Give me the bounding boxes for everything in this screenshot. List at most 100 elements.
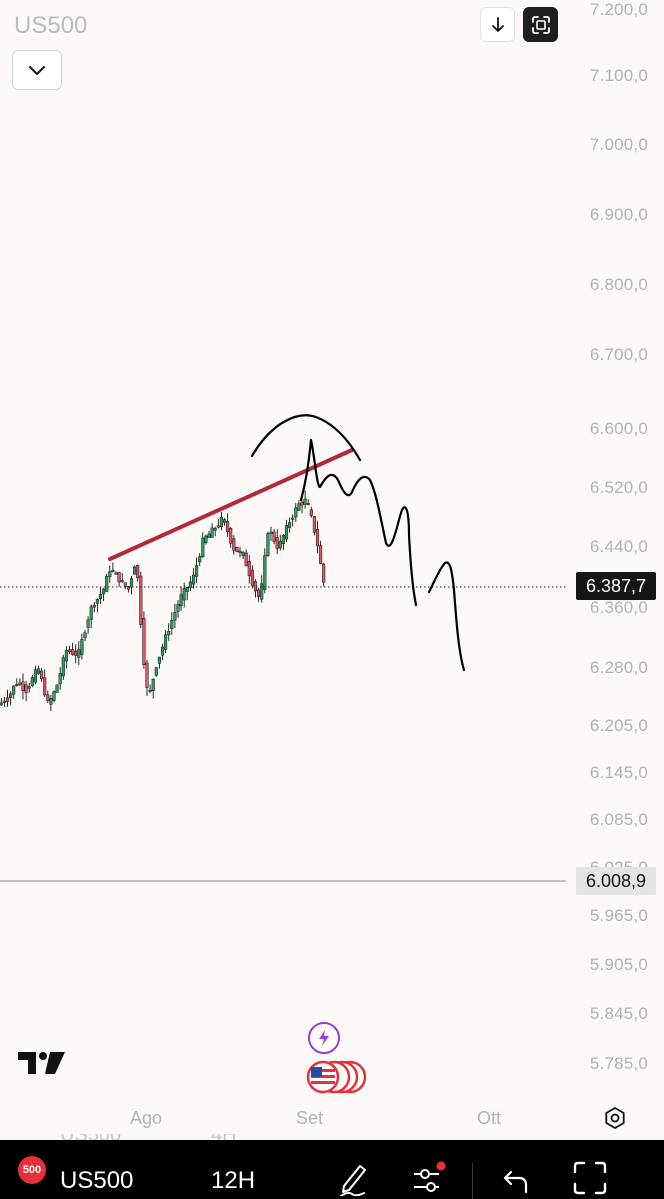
- ghost-symbol: US500: [60, 1134, 121, 1144]
- candle-body: [297, 503, 301, 511]
- candle-body: [133, 566, 137, 575]
- candle-body: [77, 649, 81, 658]
- price-label: 6.280,0: [589, 658, 648, 677]
- candle-body: [21, 681, 25, 691]
- fullscreen-button[interactable]: [523, 7, 558, 42]
- candle-body: [191, 574, 196, 585]
- candle-body: [219, 517, 223, 527]
- undo-icon[interactable]: [502, 1160, 530, 1196]
- price-label: 6.520,0: [589, 478, 648, 497]
- candle-body: [160, 646, 165, 656]
- candle-body: [55, 684, 59, 693]
- candle-body: [179, 594, 183, 607]
- marked-price-badge[interactable]: 6.008,9: [575, 867, 656, 895]
- candle-body: [250, 569, 254, 587]
- candle-body: [278, 540, 282, 549]
- candle-body: [46, 694, 50, 702]
- symbol-icon[interactable]: 500: [18, 1156, 46, 1184]
- candle-body: [263, 555, 267, 590]
- time-label: Ago: [130, 1108, 163, 1128]
- candle-body: [226, 521, 230, 533]
- candle-body: [167, 631, 171, 636]
- candle-body: [201, 537, 205, 557]
- candle-body: [58, 673, 62, 685]
- candle-body: [176, 604, 180, 612]
- candle-body: [284, 525, 289, 540]
- candle-body: [117, 572, 121, 583]
- candle-body: [123, 582, 127, 587]
- candle-body: [126, 586, 130, 590]
- bolt-icon[interactable]: [308, 1022, 340, 1054]
- candle-body: [148, 689, 152, 692]
- projection-drawing-1: [299, 438, 418, 607]
- price-label: 5.785,0: [589, 1054, 648, 1073]
- candle-body: [222, 519, 227, 523]
- candle-body: [188, 581, 192, 588]
- candle-body: [27, 686, 31, 689]
- candle-body: [207, 533, 211, 538]
- current-price-badge: 6.387,7: [575, 572, 656, 600]
- pen-icon[interactable]: [338, 1160, 372, 1196]
- download-button[interactable]: [480, 7, 515, 42]
- candle-body: [204, 535, 208, 544]
- candle-body: [241, 551, 245, 556]
- tradingview-logo[interactable]: [18, 1050, 66, 1081]
- price-label: 6.360,0: [589, 598, 648, 617]
- candle-body: [319, 545, 323, 564]
- candle-body: [154, 667, 158, 676]
- candle-body: [309, 509, 313, 516]
- candle-body: [64, 649, 68, 662]
- candle-body: [269, 531, 273, 534]
- candle-body: [272, 531, 276, 542]
- candle-body: [145, 662, 149, 688]
- candle-body: [300, 501, 304, 506]
- candle-body: [129, 578, 134, 588]
- candle-body: [111, 570, 115, 573]
- interval-selector[interactable]: 12H: [211, 1167, 256, 1194]
- price-label: 6.205,0: [589, 716, 648, 735]
- candle-body: [164, 634, 168, 650]
- download-icon: [491, 16, 504, 32]
- fullscreen-icon: [531, 15, 550, 34]
- candle-body: [322, 563, 326, 583]
- candle-body: [24, 684, 28, 693]
- time-label: Ott: [477, 1108, 502, 1128]
- symbol-title[interactable]: US500: [14, 12, 88, 39]
- chart-canvas[interactable]: [0, 0, 664, 1140]
- candle-body: [151, 678, 155, 691]
- candle-body: [216, 525, 220, 528]
- candle-body: [36, 668, 41, 674]
- time-label: Set: [296, 1108, 324, 1128]
- candle-body: [291, 517, 295, 520]
- candle-body: [185, 587, 189, 592]
- candle-body: [92, 604, 96, 608]
- price-label: 6.900,0: [589, 205, 648, 224]
- candle-body: [12, 685, 16, 695]
- candle-body: [157, 656, 161, 664]
- price-label: 6.145,0: [589, 763, 648, 782]
- candle-body: [235, 546, 239, 553]
- candle-body: [15, 684, 19, 687]
- candle-body: [244, 552, 248, 567]
- us-flag-icon[interactable]: [306, 1060, 368, 1094]
- candle-body: [312, 516, 316, 533]
- ghost-row: US500 4H: [60, 1134, 460, 1144]
- settings-button[interactable]: [603, 1106, 627, 1135]
- collapse-button[interactable]: [12, 50, 62, 90]
- candle-body: [18, 682, 22, 685]
- price-label: 6.440,0: [589, 537, 648, 556]
- candle-body: [105, 575, 109, 592]
- price-label: 5.905,0: [589, 955, 648, 974]
- symbol-selector[interactable]: US500: [60, 1167, 134, 1194]
- candle-body: [281, 535, 285, 544]
- expand-icon[interactable]: [572, 1160, 608, 1196]
- candle-body: [247, 561, 251, 577]
- bottom-toolbar: 500 US500 12H: [0, 1140, 664, 1199]
- arc-drawing: [250, 414, 362, 462]
- candle-body: [139, 575, 143, 625]
- indicators-icon[interactable]: [411, 1160, 447, 1196]
- candle-body: [195, 565, 199, 577]
- candle-body: [0, 702, 3, 706]
- ghost-interval: 4H: [211, 1134, 237, 1144]
- settings-icon: [605, 1107, 625, 1129]
